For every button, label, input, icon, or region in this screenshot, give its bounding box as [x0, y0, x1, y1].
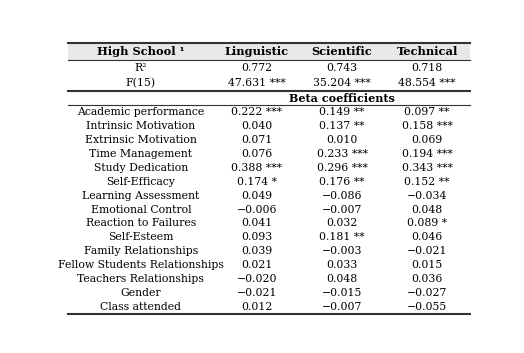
Text: 0.388 ***: 0.388 *** [232, 163, 282, 173]
Text: Gender: Gender [121, 288, 161, 298]
Text: 0.174 *: 0.174 * [237, 177, 277, 187]
Text: 0.021: 0.021 [241, 260, 272, 270]
Text: Linguistic: Linguistic [225, 46, 289, 57]
Text: Beta coefficients: Beta coefficients [289, 92, 395, 103]
Text: 0.012: 0.012 [241, 302, 272, 312]
Text: 0.032: 0.032 [326, 219, 358, 228]
Text: 0.089 *: 0.089 * [407, 219, 447, 228]
Text: −0.055: −0.055 [407, 302, 447, 312]
Text: 35.204 ***: 35.204 *** [313, 78, 371, 88]
Text: 48.554 ***: 48.554 *** [398, 78, 456, 88]
Text: −0.020: −0.020 [237, 274, 277, 284]
Text: 0.069: 0.069 [411, 135, 443, 145]
Text: 0.036: 0.036 [411, 274, 443, 284]
Text: −0.086: −0.086 [322, 191, 363, 201]
Text: High School ¹: High School ¹ [97, 46, 185, 57]
Text: 0.152 **: 0.152 ** [405, 177, 450, 187]
Text: Emotional Control: Emotional Control [91, 204, 191, 215]
Text: Reaction to Failures: Reaction to Failures [86, 219, 196, 228]
Text: Fellow Students Relationships: Fellow Students Relationships [58, 260, 224, 270]
Text: 0.040: 0.040 [241, 121, 272, 131]
Text: 0.015: 0.015 [411, 260, 443, 270]
Text: Self-Esteem: Self-Esteem [108, 232, 173, 242]
Text: −0.021: −0.021 [237, 288, 277, 298]
Text: −0.007: −0.007 [322, 204, 362, 215]
Text: 0.049: 0.049 [242, 191, 272, 201]
Text: 0.233 ***: 0.233 *** [316, 149, 368, 159]
Text: 0.041: 0.041 [241, 219, 272, 228]
Text: 0.149 **: 0.149 ** [320, 107, 365, 117]
Text: 0.194 ***: 0.194 *** [402, 149, 453, 159]
Text: Study Dedication: Study Dedication [94, 163, 188, 173]
Text: Technical: Technical [397, 46, 458, 57]
Text: −0.034: −0.034 [407, 191, 447, 201]
Text: 0.772: 0.772 [242, 63, 272, 73]
Text: Time Management: Time Management [90, 149, 192, 159]
Text: 0.743: 0.743 [326, 63, 358, 73]
Text: 0.076: 0.076 [241, 149, 272, 159]
Text: F(15): F(15) [126, 78, 156, 88]
Text: R²: R² [135, 63, 147, 73]
Polygon shape [68, 43, 470, 60]
Text: Extrinsic Motivation: Extrinsic Motivation [85, 135, 197, 145]
Text: −0.007: −0.007 [322, 302, 362, 312]
Text: −0.015: −0.015 [322, 288, 362, 298]
Text: 0.033: 0.033 [326, 260, 358, 270]
Text: 0.093: 0.093 [241, 232, 272, 242]
Text: 0.071: 0.071 [241, 135, 272, 145]
Text: 0.048: 0.048 [411, 204, 443, 215]
Text: 0.718: 0.718 [411, 63, 443, 73]
Text: 0.181 **: 0.181 ** [319, 232, 365, 242]
Text: Self-Efficacy: Self-Efficacy [106, 177, 176, 187]
Text: Scientific: Scientific [312, 46, 373, 57]
Text: 0.010: 0.010 [326, 135, 358, 145]
Text: Learning Assessment: Learning Assessment [82, 191, 200, 201]
Text: −0.027: −0.027 [407, 288, 447, 298]
Text: 0.048: 0.048 [326, 274, 358, 284]
Text: 0.343 ***: 0.343 *** [402, 163, 453, 173]
Text: 0.097 **: 0.097 ** [405, 107, 450, 117]
Text: 0.137 **: 0.137 ** [319, 121, 365, 131]
Text: 0.039: 0.039 [241, 246, 272, 256]
Text: 0.222 ***: 0.222 *** [232, 107, 282, 117]
Text: Intrinsic Motivation: Intrinsic Motivation [86, 121, 195, 131]
Text: Academic performance: Academic performance [77, 107, 204, 117]
Text: 0.046: 0.046 [411, 232, 443, 242]
Text: Family Relationships: Family Relationships [84, 246, 198, 256]
Text: 0.176 **: 0.176 ** [319, 177, 365, 187]
Text: −0.006: −0.006 [237, 204, 277, 215]
Text: Class attended: Class attended [101, 302, 181, 312]
Text: Teachers Relationships: Teachers Relationships [78, 274, 204, 284]
Text: 0.296 ***: 0.296 *** [316, 163, 367, 173]
Text: 0.158 ***: 0.158 *** [402, 121, 453, 131]
Text: −0.003: −0.003 [322, 246, 363, 256]
Text: −0.021: −0.021 [407, 246, 447, 256]
Text: 47.631 ***: 47.631 *** [228, 78, 286, 88]
